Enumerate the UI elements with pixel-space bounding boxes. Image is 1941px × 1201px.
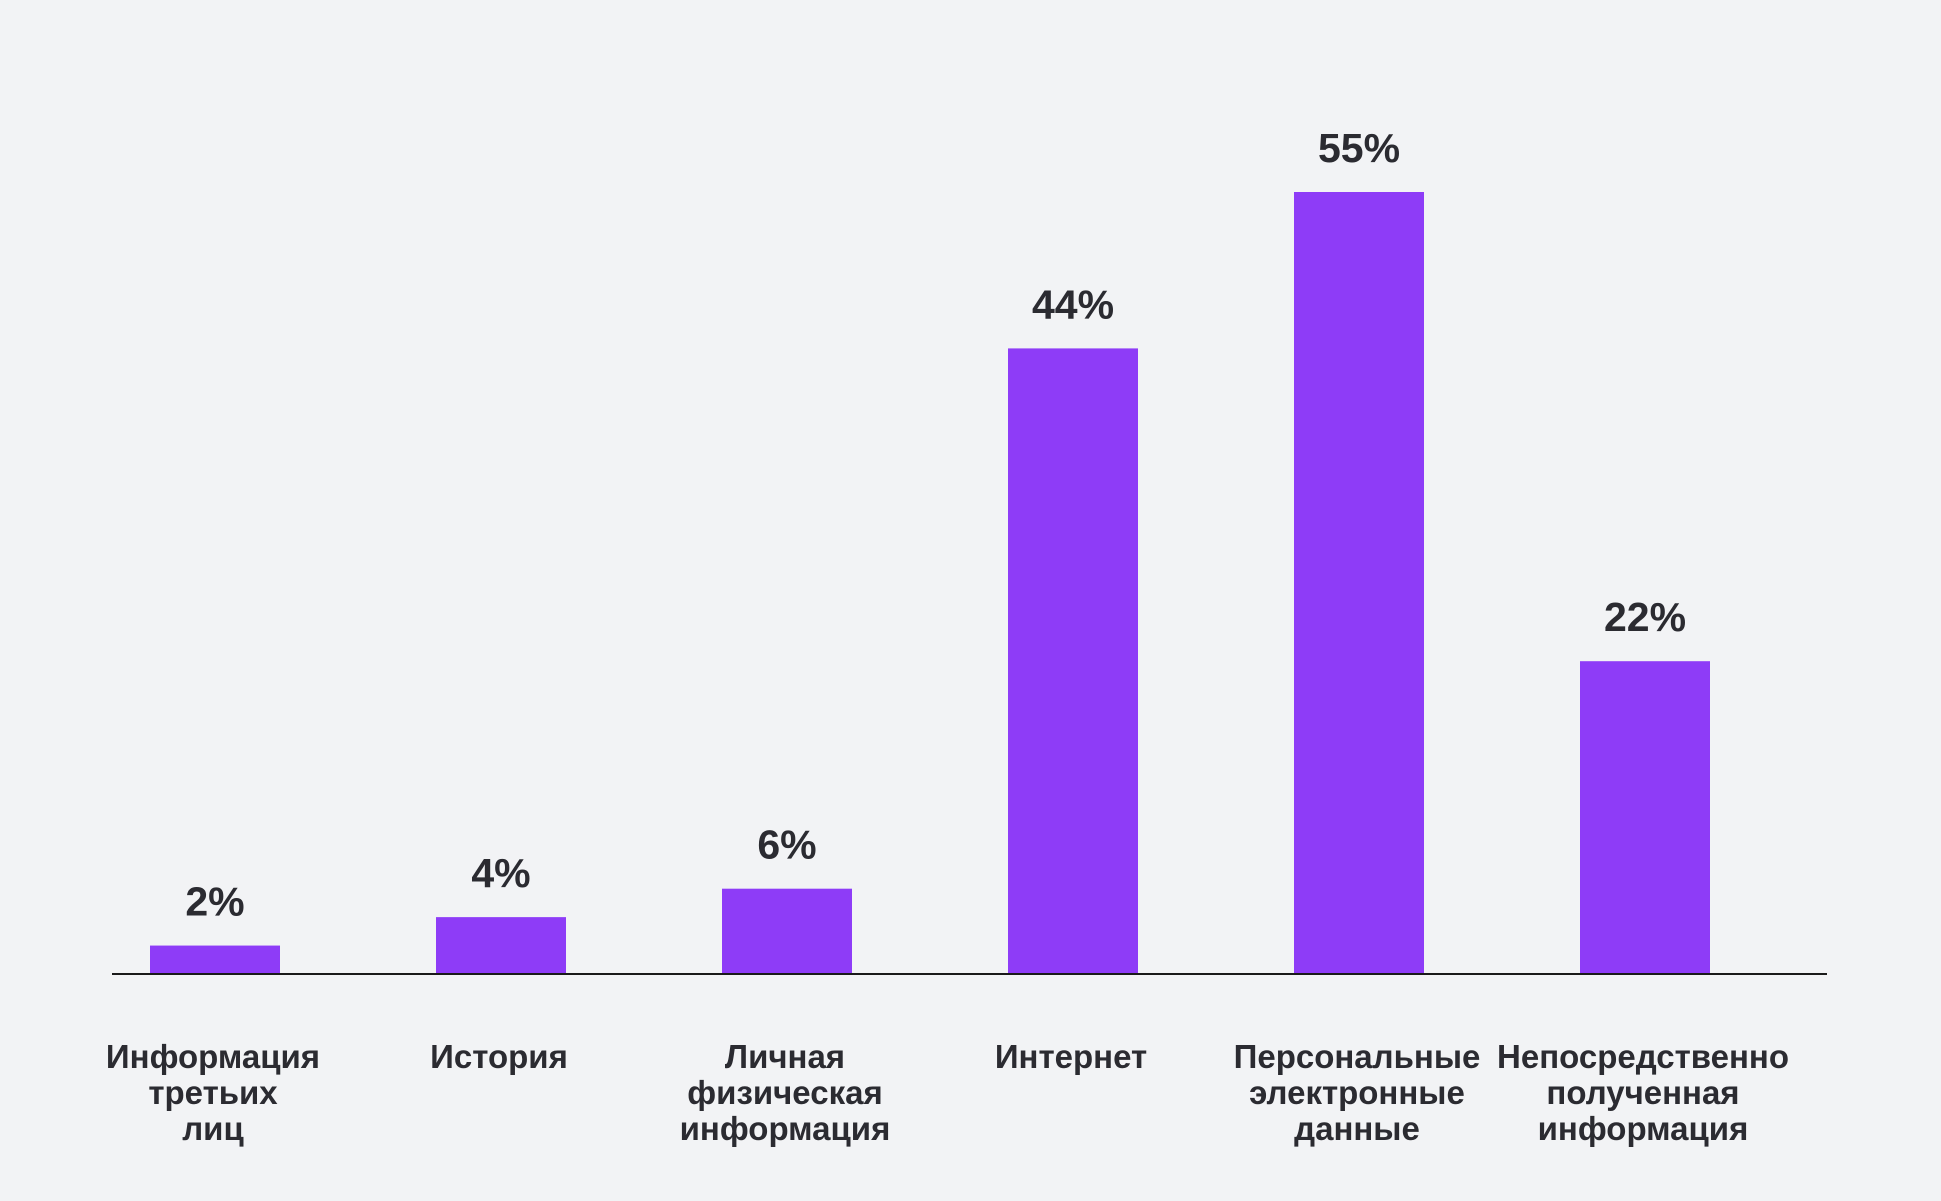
category-label-line: Информация xyxy=(106,1038,320,1075)
category-label-line: Персональные xyxy=(1234,1038,1481,1075)
category-label-line: электронные xyxy=(1249,1074,1465,1111)
category-label-line: Интернет xyxy=(995,1038,1147,1075)
value-label-2: 6% xyxy=(757,822,816,868)
value-label-0: 2% xyxy=(185,879,244,925)
value-label-4: 55% xyxy=(1318,125,1400,171)
bar-3 xyxy=(1008,348,1138,974)
bar-5 xyxy=(1580,661,1710,974)
category-label-line: информация xyxy=(1538,1110,1749,1147)
value-label-1: 4% xyxy=(471,850,530,896)
category-labels-layer: Информация третьих лиц История Личная физичес… xyxy=(106,1038,1789,1147)
category-label-4: Персональные электронные данные xyxy=(1234,1038,1481,1147)
bars-layer xyxy=(150,192,1710,974)
value-labels-layer: 2% 4% 6% 44% 55% 22% xyxy=(185,125,1686,925)
category-label-line: третьих xyxy=(148,1074,278,1111)
category-label-3: Интернет xyxy=(995,1038,1147,1075)
value-label-3: 44% xyxy=(1032,281,1114,327)
category-label-0: Информация третьих лиц xyxy=(106,1038,320,1147)
category-label-line: лиц xyxy=(182,1110,244,1147)
category-label-line: История xyxy=(430,1038,568,1075)
category-label-line: Личная xyxy=(725,1038,845,1075)
value-label-5: 22% xyxy=(1604,594,1686,640)
bar-1 xyxy=(436,917,566,974)
category-label-line: данные xyxy=(1294,1110,1420,1147)
category-label-line: физическая xyxy=(687,1074,882,1111)
category-label-5: Непосредственно полученная информация xyxy=(1497,1038,1789,1147)
category-label-2: Личная физическая информация xyxy=(680,1038,891,1147)
bar-4 xyxy=(1294,192,1424,974)
category-label-line: информация xyxy=(680,1110,891,1147)
bar-0 xyxy=(150,945,280,974)
bar-2 xyxy=(722,888,852,974)
category-label-line: полученная xyxy=(1546,1074,1739,1111)
category-label-line: Непосредственно xyxy=(1497,1038,1789,1075)
category-label-1: История xyxy=(430,1038,568,1075)
